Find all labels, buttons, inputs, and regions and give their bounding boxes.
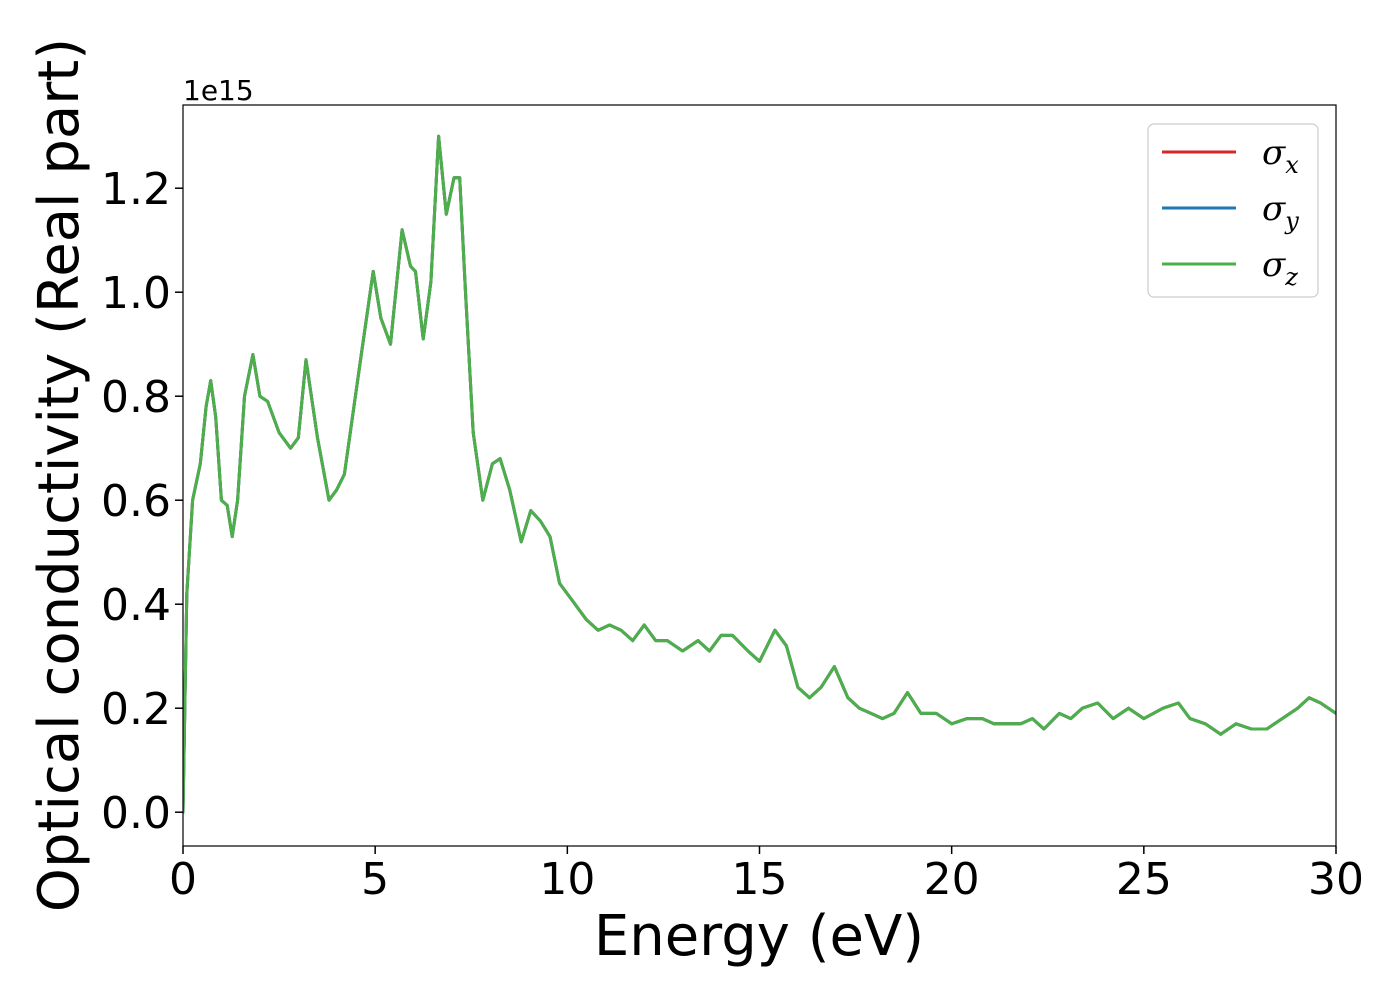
legend-frame — [1147, 123, 1319, 298]
y-offset-label: 1e15 — [183, 74, 254, 107]
y-tick-label: 0.8 — [101, 372, 171, 423]
y-tick-label: 0.4 — [101, 580, 171, 631]
x-axis-label: Energy (eV) — [594, 904, 924, 969]
y-axis-label: Optical conductivity (Real part) — [27, 38, 92, 912]
y-tick-label: 0.6 — [101, 476, 171, 527]
legend-label-x: σx — [1262, 133, 1299, 179]
y-axis-ticks: 0.0 0.2 0.4 0.6 0.8 1.0 1.2 — [101, 164, 183, 839]
x-tick-label: 25 — [1116, 854, 1172, 905]
legend-label-z: σz — [1262, 245, 1298, 291]
x-tick-label: 30 — [1308, 854, 1364, 905]
series-layer — [183, 134, 1336, 814]
legend-label-y: σy — [1262, 189, 1299, 235]
x-tick-label: 10 — [539, 854, 595, 905]
y-tick-label: 0.0 — [101, 788, 171, 839]
x-axis-ticks: 0 5 10 15 20 25 30 — [169, 846, 1364, 905]
x-tick-label: 15 — [732, 854, 788, 905]
y-tick-label: 0.2 — [101, 684, 171, 735]
y-tick-label: 1.0 — [101, 268, 171, 319]
y-tick-label: 1.2 — [101, 164, 171, 215]
series-line-2 — [183, 134, 1336, 814]
x-tick-label: 20 — [924, 854, 980, 905]
x-tick-label: 5 — [361, 854, 389, 905]
legend: σx σy σz — [1147, 123, 1319, 298]
x-tick-label: 0 — [169, 854, 197, 905]
